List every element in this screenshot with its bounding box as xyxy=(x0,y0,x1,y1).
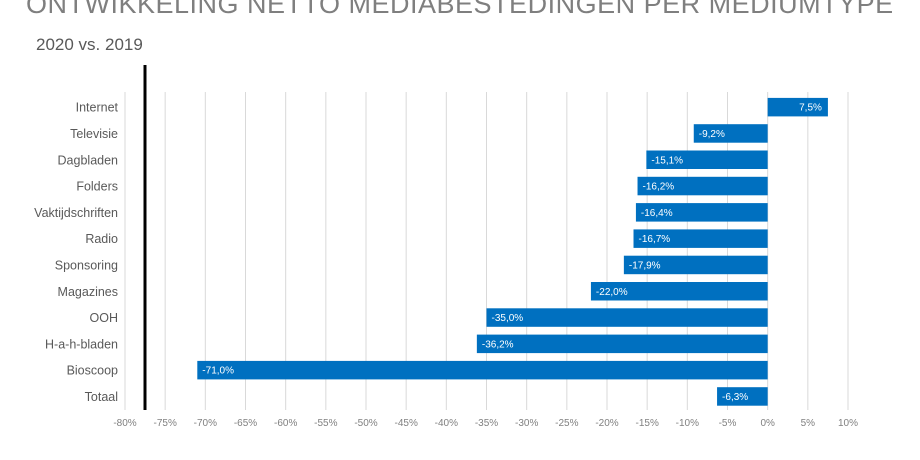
category-label: OOH xyxy=(90,311,118,325)
category-label: Televisie xyxy=(70,127,118,141)
bar xyxy=(486,308,768,327)
x-tick-label: 10% xyxy=(838,418,858,429)
x-tick-label: 5% xyxy=(801,418,816,429)
category-label: Magazines xyxy=(58,285,118,299)
x-tick-label: -55% xyxy=(314,418,337,429)
category-label: Folders xyxy=(76,180,118,194)
x-tick-label: -30% xyxy=(515,418,538,429)
data-label: -71,0% xyxy=(202,366,234,377)
data-label: -6,3% xyxy=(722,392,748,403)
x-tick-label: -25% xyxy=(555,418,578,429)
bar xyxy=(633,229,768,248)
x-tick-label: -35% xyxy=(475,418,498,429)
category-label: Dagbladen xyxy=(58,153,119,167)
category-label: Vaktijdschriften xyxy=(34,206,118,220)
data-label: -9,2% xyxy=(699,129,725,140)
category-label: H-a-h-bladen xyxy=(45,337,118,351)
x-tick-label: -15% xyxy=(635,418,658,429)
bar xyxy=(767,97,828,117)
data-label: -35,0% xyxy=(492,313,524,324)
data-label: -36,2% xyxy=(482,339,514,350)
x-tick-label: 0% xyxy=(760,418,775,429)
x-tick-label: -20% xyxy=(595,418,618,429)
x-tick-label: -50% xyxy=(354,418,377,429)
bar xyxy=(646,150,768,169)
data-label: -16,7% xyxy=(639,234,671,245)
x-tick-label: -75% xyxy=(153,418,176,429)
bar xyxy=(635,203,768,222)
category-label: Totaal xyxy=(85,390,118,404)
bar xyxy=(637,176,768,196)
data-label: 7,5% xyxy=(799,103,822,114)
chart-subtitle: 2020 vs. 2019 xyxy=(36,35,143,54)
data-label: -16,4% xyxy=(641,208,673,219)
bar xyxy=(476,334,768,354)
x-tick-label: -80% xyxy=(113,418,136,429)
bar xyxy=(197,360,768,380)
x-tick-label: -45% xyxy=(394,418,417,429)
data-label: -17,9% xyxy=(629,260,661,271)
chart-title: ONTWIKKELING NETTO MEDIABESTEDINGEN PER … xyxy=(26,0,894,19)
x-tick-label: -40% xyxy=(435,418,458,429)
bar xyxy=(717,387,768,406)
x-tick-label: -10% xyxy=(676,418,699,429)
data-label: -15,1% xyxy=(651,155,683,166)
category-label: Bioscoop xyxy=(67,364,118,378)
category-label: Internet xyxy=(76,101,119,115)
x-tick-label: -65% xyxy=(234,418,257,429)
x-tick-label: -70% xyxy=(194,418,217,429)
bar xyxy=(693,124,768,143)
bar xyxy=(623,255,768,275)
data-label: -22,0% xyxy=(596,287,628,298)
x-tick-label: -5% xyxy=(719,418,737,429)
category-label: Sponsoring xyxy=(55,258,118,272)
bar xyxy=(590,282,768,301)
category-label: Radio xyxy=(85,232,118,246)
x-tick-label: -60% xyxy=(274,418,297,429)
data-label: -16,2% xyxy=(643,182,675,193)
